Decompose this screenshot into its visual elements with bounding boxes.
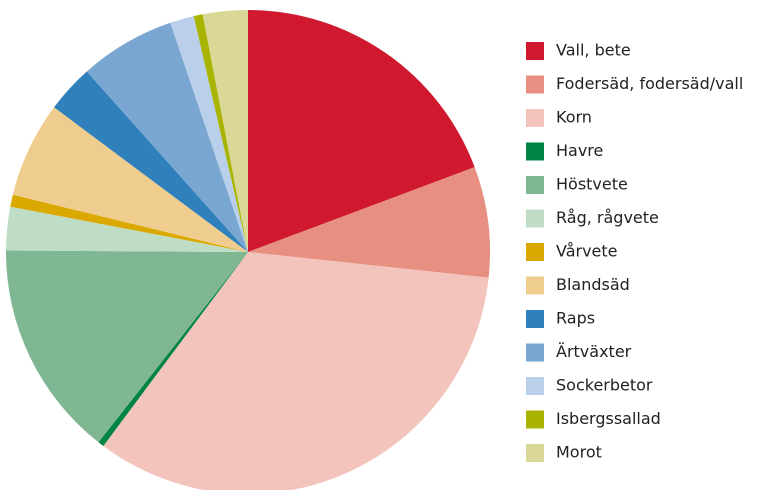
- legend-label: Råg, rågvete: [556, 208, 659, 227]
- pie-slice: [12, 107, 248, 252]
- legend-swatch: [526, 444, 544, 462]
- pie-slice: [54, 71, 249, 253]
- legend-label: Ärtväxter: [556, 342, 632, 361]
- legend-swatch: [526, 410, 544, 429]
- legend-label: Havre: [556, 141, 603, 160]
- legend-label: Höstvete: [556, 175, 628, 194]
- legend-label: Morot: [556, 443, 602, 462]
- pie-slice: [6, 206, 249, 252]
- legend-swatch: [526, 209, 544, 228]
- legend-swatch: [526, 243, 544, 261]
- pie-slice: [98, 252, 249, 446]
- pie-slice: [248, 10, 475, 252]
- legend-label: Korn: [556, 108, 592, 127]
- pie-slice: [5, 250, 249, 443]
- legend-label: Isbergssallad: [556, 409, 661, 428]
- pie-slice: [86, 22, 248, 252]
- pie-slice: [248, 167, 490, 278]
- legend-label: Vårvete: [556, 242, 618, 261]
- legend-swatch: [526, 310, 544, 328]
- legend-swatch: [526, 42, 544, 60]
- pie-slice: [202, 10, 248, 252]
- legend-swatch: [526, 142, 544, 161]
- pie-slice: [170, 16, 248, 253]
- legend-swatch: [526, 109, 544, 127]
- legend-label: Sockerbetor: [556, 376, 653, 395]
- pie-slice: [193, 14, 248, 253]
- legend-label: Fodersäd, fodersäd/vall: [556, 74, 743, 93]
- legend-label: Blandsäd: [556, 275, 630, 294]
- legend-swatch: [526, 343, 544, 362]
- legend-swatch: [526, 276, 544, 295]
- legend-swatch: [526, 75, 544, 94]
- pie-slice: [103, 252, 489, 490]
- legend-label: Vall, bete: [556, 41, 631, 60]
- pie-slice: [10, 194, 249, 252]
- legend-swatch: [526, 377, 544, 395]
- legend-label: Raps: [556, 309, 595, 328]
- legend-swatch: [526, 176, 544, 194]
